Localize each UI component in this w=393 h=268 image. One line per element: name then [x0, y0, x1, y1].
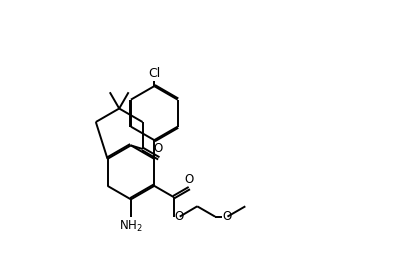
Text: NH$_2$: NH$_2$ [119, 219, 143, 234]
Text: Cl: Cl [148, 67, 160, 80]
Text: O: O [222, 210, 231, 223]
Text: O: O [185, 173, 194, 186]
Text: O: O [174, 210, 184, 223]
Text: O: O [153, 142, 163, 155]
